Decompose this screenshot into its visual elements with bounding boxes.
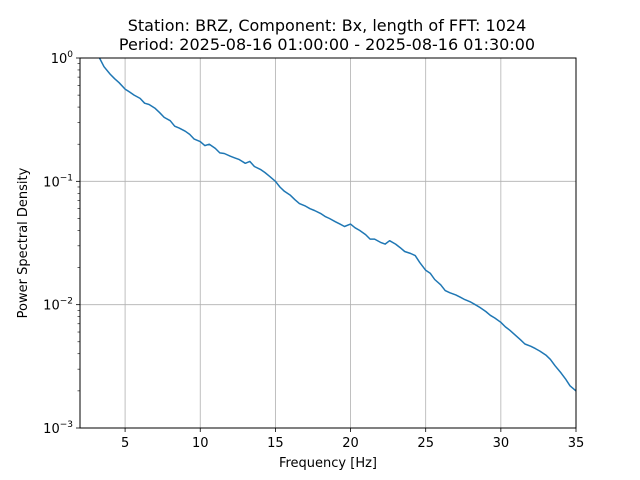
x-tick-label: 15 — [267, 436, 284, 451]
grid-lines — [80, 57, 577, 429]
x-tick-label: 35 — [568, 436, 585, 451]
y-tick-label: 10−1 — [43, 173, 73, 190]
y-axis-label: Power Spectral Density — [16, 167, 31, 318]
x-tick-label: 10 — [192, 436, 209, 451]
x-tick-label: 25 — [417, 436, 434, 451]
x-tick-label: 5 — [121, 436, 129, 451]
x-axis-label: Frequency [Hz] — [279, 456, 377, 471]
y-tick-label: 10−3 — [43, 420, 73, 437]
x-tick-label: 20 — [342, 436, 359, 451]
plot-area-frame — [79, 57, 577, 429]
y-tick-label: 100 — [51, 50, 74, 67]
psd-series-line — [98, 57, 577, 392]
chart-title-line-2: Period: 2025-08-16 01:00:00 - 2025-08-16… — [119, 35, 535, 54]
y-axis-ticks: 10−3 10−2 10−1 100 — [43, 50, 80, 437]
y-tick-label: 10−2 — [43, 297, 73, 314]
x-axis-ticks: 5 10 15 20 25 30 35 — [121, 428, 584, 451]
chart-title-line-1: Station: BRZ, Component: Bx, length of F… — [128, 16, 527, 35]
x-tick-label: 30 — [493, 436, 510, 451]
series-group — [98, 57, 577, 392]
